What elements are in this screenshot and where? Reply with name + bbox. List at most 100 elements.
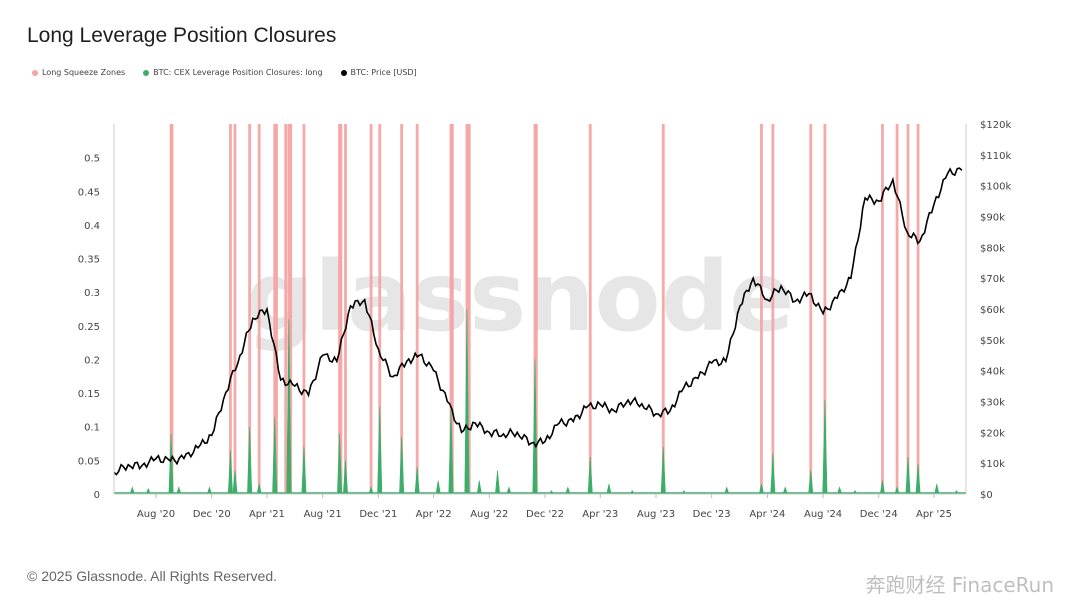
closure-spike-43 <box>915 463 921 495</box>
closure-spike-13 <box>342 460 349 495</box>
legend-item-price[interactable]: BTC: Price [USD] <box>340 68 417 77</box>
left-tick-label-8: 0.4 <box>84 221 100 232</box>
squeeze-zone-9 <box>287 124 291 494</box>
squeeze-zone-22 <box>467 124 471 494</box>
left-tick-label-9: 0.45 <box>78 187 100 198</box>
chart-watermark: glassnode <box>246 241 795 353</box>
squeeze-zone-32 <box>895 124 899 494</box>
left-tick-label-4: 0.2 <box>84 355 100 366</box>
left-tick-label-10: 0.5 <box>84 154 100 165</box>
squeeze-zone-4 <box>248 124 252 494</box>
right-tick-label-0: $0 <box>980 490 993 501</box>
right-tick-label-4: $40k <box>980 367 1005 378</box>
closure-spike-5 <box>227 450 233 495</box>
squeeze-zone-31 <box>881 124 884 494</box>
x-tick-label-3: Aug '21 <box>304 509 342 520</box>
squeeze-zone-18 <box>415 124 419 494</box>
closure-spike-30 <box>660 446 666 495</box>
right-tick-label-3: $30k <box>980 398 1005 409</box>
squeeze-zone-27 <box>760 124 763 494</box>
squeeze-zone-8 <box>284 124 288 494</box>
legend-label-closures: BTC: CEX Leverage Position Closures: lon… <box>153 68 323 77</box>
closure-spike-36 <box>808 470 814 495</box>
closures-series <box>114 308 966 495</box>
x-axis-labels: Aug '20 Dec '20 Apr '21 Aug '21 Dec '21 Apr '… <box>137 494 952 520</box>
closure-spike-15 <box>377 406 383 495</box>
right-tick-label-7: $70k <box>980 274 1005 285</box>
x-tick-label-7: Dec '22 <box>526 509 564 520</box>
squeeze-zone-28 <box>771 124 775 494</box>
closure-spike-40 <box>879 480 885 495</box>
chart-title: Long Leverage Position Closures <box>27 24 337 47</box>
right-tick-label-12: $120k <box>980 120 1011 131</box>
squeeze-zone-25 <box>588 124 592 494</box>
closure-spike-27 <box>587 456 593 495</box>
legend-label-squeeze: Long Squeeze Zones <box>42 68 126 77</box>
squeeze-zone-10 <box>289 124 293 494</box>
closure-spike-42 <box>905 456 911 495</box>
x-tick-label-5: Apr '22 <box>416 509 452 520</box>
right-tick-label-2: $20k <box>980 428 1005 439</box>
closure-spike-11 <box>301 446 307 495</box>
x-tick-label-14: Apr '25 <box>916 509 952 520</box>
right-tick-label-1: $10k <box>980 459 1005 470</box>
legend-item-closures[interactable]: BTC: CEX Leverage Position Closures: lon… <box>143 68 323 77</box>
source-watermark: 奔跑财经 FinaceRun <box>865 573 1054 597</box>
x-tick-label-8: Apr '23 <box>582 509 618 520</box>
squeeze-zone-20 <box>450 124 454 494</box>
closure-spike-7 <box>247 426 253 495</box>
squeeze-zone-14 <box>344 124 347 494</box>
x-tick-label-12: Aug '24 <box>804 509 842 520</box>
right-tick-label-6: $60k <box>980 305 1005 316</box>
left-tick-label-1: 0.05 <box>78 456 100 467</box>
closures-color-dot <box>143 69 150 76</box>
right-tick-label-5: $50k <box>980 336 1005 347</box>
left-tick-label-7: 0.35 <box>78 255 100 266</box>
squeeze-zone-15 <box>369 124 373 494</box>
x-tick-label-0: Aug '20 <box>137 509 175 520</box>
left-tick-label-6: 0.3 <box>84 288 100 299</box>
right-tick-label-10: $100k <box>980 182 1011 193</box>
x-tick-label-9: Aug '23 <box>637 509 675 520</box>
copyright: © 2025 Glassnode. All Rights Reserved. <box>27 568 278 584</box>
left-tick-label-0: 0 <box>94 490 100 501</box>
x-tick-label-2: Apr '21 <box>249 509 285 520</box>
squeeze-zone-17 <box>400 124 404 494</box>
right-tick-label-8: $80k <box>980 243 1005 254</box>
closure-spike-37 <box>822 399 828 495</box>
x-tick-label-6: Aug '22 <box>470 509 508 520</box>
squeeze-zone-7 <box>275 124 278 494</box>
price-color-dot <box>340 69 347 76</box>
squeeze-zone-6 <box>273 124 277 494</box>
squeeze-zone-2 <box>229 124 232 494</box>
x-tick-label-4: Dec '21 <box>359 509 397 520</box>
closure-spike-18 <box>435 480 441 495</box>
left-tick-label-5: 0.25 <box>78 322 100 333</box>
squeeze-zone-11 <box>302 124 306 494</box>
x-tick-label-10: Dec '23 <box>693 509 731 520</box>
legend: Long Squeeze Zones BTC: CEX Leverage Pos… <box>32 68 417 77</box>
closure-spike-21 <box>476 480 482 495</box>
x-tick-label-13: Dec '24 <box>860 509 898 520</box>
right-tick-label-11: $110k <box>980 151 1011 162</box>
right-axis-labels: $0 $10k $20k $30k $40k $50k $60k $70k $80k $90k $1… <box>980 120 1011 501</box>
left-tick-label-3: 0.15 <box>78 389 100 400</box>
closure-spike-34 <box>770 453 776 495</box>
closure-spike-6 <box>232 470 238 495</box>
squeeze-zone-16 <box>378 124 382 494</box>
squeeze-color-dot <box>32 69 38 76</box>
squeeze-zone-34 <box>916 124 920 494</box>
squeeze-zone-29 <box>809 124 813 494</box>
x-tick-label-1: Dec '20 <box>193 509 231 520</box>
squeeze-zone-33 <box>906 124 910 494</box>
closure-spike-16 <box>399 436 405 495</box>
squeeze-zone-13 <box>339 124 343 494</box>
legend-item-squeeze[interactable]: Long Squeeze Zones <box>32 68 125 77</box>
squeeze-zone-5 <box>257 124 261 494</box>
price-line <box>113 167 963 476</box>
x-tick-label-11: Apr '24 <box>749 509 785 520</box>
squeeze-zone-26 <box>661 124 665 494</box>
squeeze-zone-24 <box>534 124 538 494</box>
left-tick-label-2: 0.1 <box>84 423 100 434</box>
